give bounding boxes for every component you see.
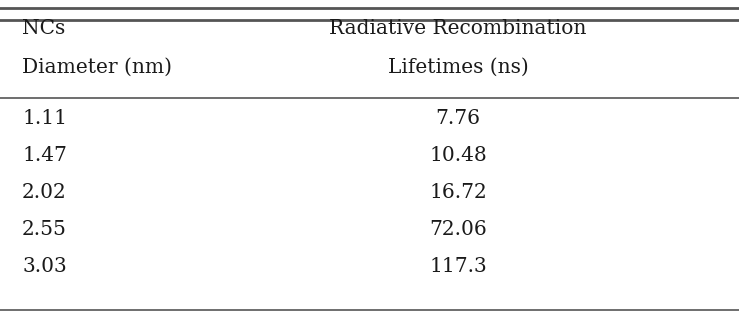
- Text: Lifetimes (ns): Lifetimes (ns): [388, 58, 528, 77]
- Text: 16.72: 16.72: [429, 183, 487, 202]
- Text: 2.02: 2.02: [22, 183, 67, 202]
- Text: 1.47: 1.47: [22, 146, 67, 165]
- Text: NCs: NCs: [22, 19, 66, 38]
- Text: 2.55: 2.55: [22, 220, 67, 239]
- Text: 117.3: 117.3: [429, 257, 487, 276]
- Text: Diameter (nm): Diameter (nm): [22, 58, 172, 77]
- Text: 10.48: 10.48: [429, 146, 487, 165]
- Text: 3.03: 3.03: [22, 257, 67, 276]
- Text: Radiative Recombination: Radiative Recombination: [330, 19, 587, 38]
- Text: 1.11: 1.11: [22, 109, 67, 128]
- Text: 7.76: 7.76: [436, 109, 480, 128]
- Text: 72.06: 72.06: [429, 220, 487, 239]
